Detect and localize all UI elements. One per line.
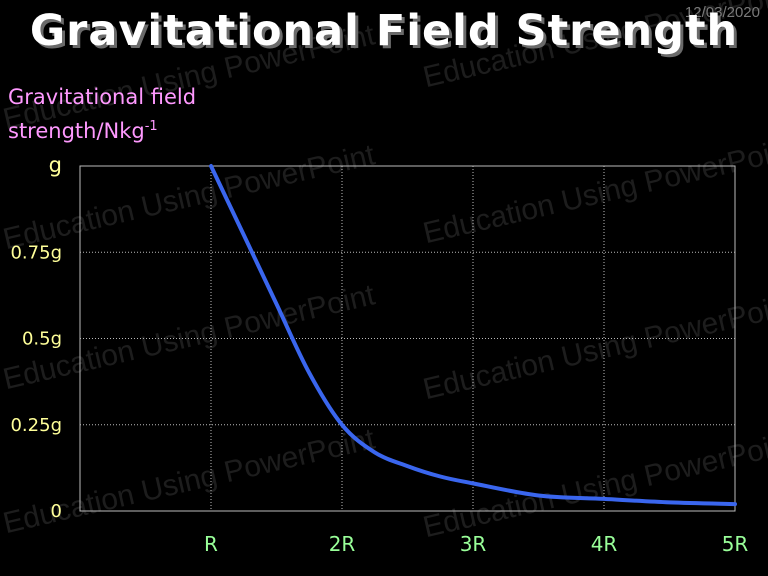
x-tick-label: R bbox=[204, 532, 218, 556]
y-tick-label: g bbox=[49, 153, 62, 177]
y-tick-label: 0.75g bbox=[10, 242, 62, 263]
x-tick-label: 4R bbox=[591, 532, 618, 556]
x-tick-label: 3R bbox=[460, 532, 487, 556]
series-line bbox=[209, 164, 737, 507]
y-tick-label: 0.25g bbox=[10, 415, 62, 436]
y-axis-label: Gravitational field strength/Nkg-1 bbox=[8, 83, 248, 146]
y-tick-label: 0.5g bbox=[22, 329, 62, 350]
y-axis-label-text: Gravitational field strength/Nkg bbox=[8, 85, 197, 143]
plot-area-frame bbox=[79, 165, 736, 512]
slide-date: 12/03/2020 bbox=[684, 4, 760, 21]
x-tick-label: 2R bbox=[329, 532, 356, 556]
slide-title: Gravitational Field Strength bbox=[29, 6, 739, 56]
grid bbox=[80, 166, 735, 511]
y-tick-label: 0 bbox=[51, 501, 62, 522]
tick-labels: R 2R 3R 4R 5R 0 0.25g 0.5g 0.75g g bbox=[10, 153, 748, 556]
y-axis-label-exponent: -1 bbox=[144, 119, 158, 134]
x-tick-label: 5R bbox=[722, 532, 749, 556]
